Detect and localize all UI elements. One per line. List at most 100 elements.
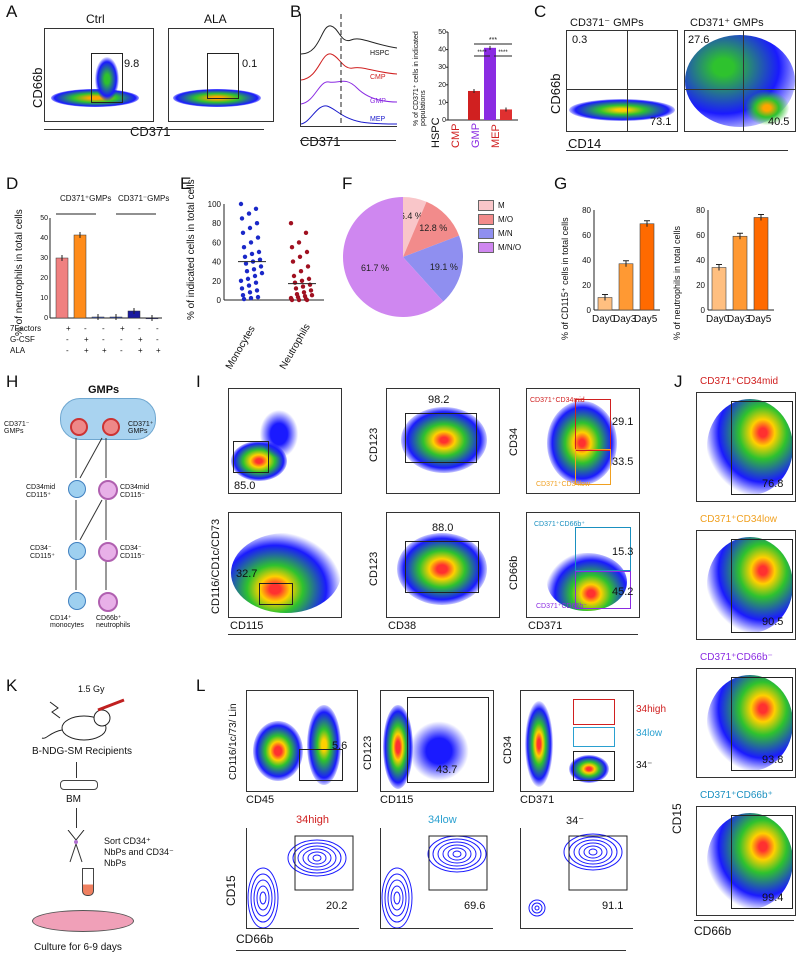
j-gate [731, 539, 793, 633]
j-ylabel: CD15 [670, 803, 684, 834]
l-plot-1 [246, 690, 358, 792]
g-bar-chart-1: 0 20 40 60 80 [582, 206, 660, 315]
l-contour-ring-2 [534, 905, 540, 911]
l-v4: 69.6 [464, 900, 486, 912]
e-point [253, 280, 259, 285]
h-c6-cell [98, 592, 118, 612]
k-dose: 1.5 Gy [78, 684, 105, 694]
d-ytick: 30 [40, 255, 48, 262]
g-category-label: Day5 [634, 314, 658, 325]
i-xlabel3: CD371 [528, 620, 563, 632]
b-hist-label-gmp: GMP [370, 98, 386, 105]
e-point [256, 249, 262, 255]
l-contour-ring [302, 848, 332, 868]
panel-label-f: F [342, 174, 353, 193]
e-point [303, 230, 309, 235]
l-contour-ring [312, 854, 322, 862]
h-pos-label: CD371⁺ GMPs [128, 421, 154, 435]
c-q3: 27.6 [688, 34, 710, 46]
d-row-sign: + [120, 324, 125, 333]
b-bar-ylabel: % of CD371⁺ cells in indicated populatio… [413, 31, 427, 126]
j-gate [731, 677, 793, 771]
h-c2-cell [98, 480, 118, 500]
e-point [291, 273, 297, 279]
i-plot-4 [228, 512, 342, 618]
panel-label-i: I [196, 372, 201, 391]
k-mice: B-NDG-SM Recipients [32, 746, 133, 757]
i-v2: 98.2 [428, 394, 450, 406]
l-b1: 34high [296, 814, 330, 826]
l-plot-2 [380, 690, 494, 792]
i-p6-gate-neg [575, 571, 631, 609]
b-xaxis-arrow [300, 140, 396, 141]
b-bar-hspc [452, 120, 464, 121]
e-point [299, 278, 305, 283]
d-ytick: 0 [44, 315, 48, 322]
f-slice-m-n [403, 235, 463, 302]
c-neg-hline [567, 89, 677, 90]
i-p4-cloud [231, 533, 341, 613]
g-category-label: Day3 [613, 314, 637, 325]
b-ytick: 30 [438, 64, 446, 71]
d-row-sign: + [138, 335, 143, 344]
e-ytick: 80 [212, 219, 221, 228]
a-ctrl-plot [44, 28, 154, 122]
j-title-3: CD371⁺CD66b⁻ [700, 652, 773, 663]
e-point [238, 201, 244, 207]
e-point [289, 297, 295, 303]
g-ylabel1: % of CD115⁺ cells in total cells [560, 217, 570, 340]
l-contour-ring [588, 848, 598, 856]
f-slice-m [403, 197, 427, 257]
f-legend-swatch [478, 228, 494, 239]
c-neg-cloud [569, 99, 675, 121]
e-point [258, 264, 264, 269]
h-c1-label: CD34mid CD115⁺ [26, 484, 56, 499]
l-contour-gate [294, 835, 354, 891]
d-row-sign: - [120, 335, 123, 344]
e-point [304, 297, 310, 303]
e-dotplot: 0 20 40 60 80 100 [208, 200, 324, 305]
c-pos-hline [685, 89, 795, 90]
e-ytick: 100 [208, 200, 222, 209]
f-legend-swatch [478, 242, 494, 253]
a-ala-title: ALA [204, 12, 227, 26]
c-pos-cloud2 [745, 91, 789, 125]
d-row-sign: - [66, 346, 69, 355]
panel-label-e: E [180, 174, 192, 193]
l-contour-gate [568, 835, 628, 891]
e-point [296, 297, 302, 303]
l-p3-gate-neg [573, 751, 615, 781]
h-c3-label: CD34⁻ CD115⁺ [30, 545, 55, 560]
l-contour-ring [447, 847, 467, 861]
a-ctrl-gate [91, 53, 123, 103]
g-ytick: 80 [582, 206, 591, 215]
e-point [248, 295, 254, 301]
panel-label-b: B [290, 2, 302, 21]
g-ytick: 80 [696, 206, 705, 215]
e-point [252, 273, 258, 279]
c-q4: 40.5 [768, 116, 790, 128]
g-ytick: 60 [582, 231, 591, 240]
g-bar-day5 [639, 223, 655, 311]
g-bar-chart-2: 0 20 40 60 80 [696, 206, 774, 315]
j-title-1: CD371⁺CD34mid [700, 376, 779, 387]
e-point [239, 286, 245, 291]
j-value-2: 90.5 [762, 616, 784, 628]
b-sig-2: **** [477, 50, 487, 56]
l-p3-gate-high [573, 699, 615, 725]
l-contour-ring-2 [390, 885, 404, 911]
i-plot-3 [526, 388, 640, 494]
e-ytick: 40 [212, 258, 221, 267]
c-neg-vline [627, 31, 628, 131]
i-ylabel2b: CD123 [368, 551, 380, 586]
b-histogram-svg [300, 14, 398, 126]
i-v7: 15.3 [612, 546, 634, 558]
k-sorter-icon [62, 829, 90, 864]
b-bar-cmp [468, 90, 480, 120]
e-point [248, 240, 254, 245]
b-hist-hspc [300, 25, 398, 55]
e-ytick: 0 [217, 296, 222, 305]
a-ctrl-value: 9.8 [124, 58, 140, 70]
e-point [240, 293, 246, 298]
b-ytick: 50 [438, 29, 446, 36]
